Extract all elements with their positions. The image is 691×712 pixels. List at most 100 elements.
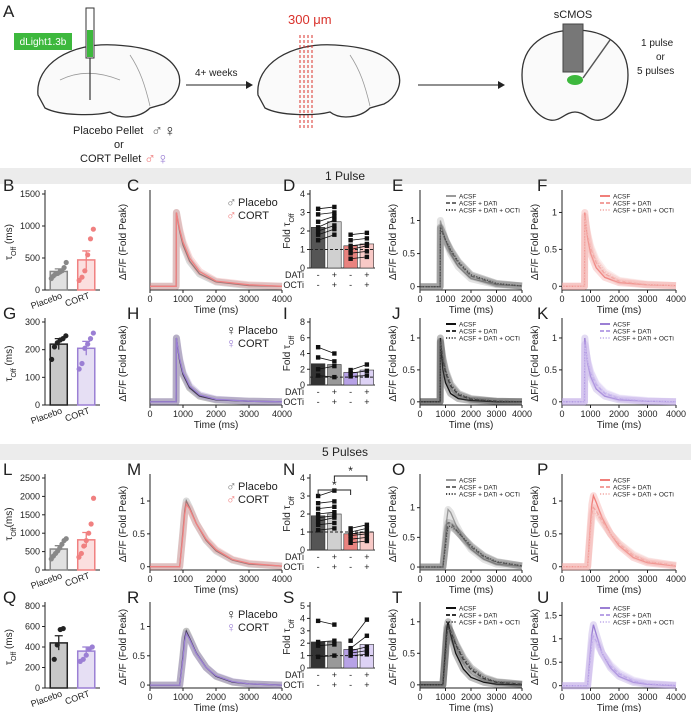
pair-connector <box>350 531 367 535</box>
data-point <box>332 217 337 223</box>
data-point <box>83 652 89 658</box>
y-axis-label: ΔF/F (Fold Peak) <box>118 486 129 562</box>
legend-label: ACSF + DATi + OCTi <box>459 492 520 499</box>
x-tick-label: 2000 <box>206 294 226 304</box>
row-sign: + <box>332 397 337 407</box>
data-point <box>348 232 353 237</box>
legend-label: ACSF + DATi + OCTi <box>613 492 674 499</box>
data-point <box>364 241 370 247</box>
x-tick-label: 3000 <box>239 409 259 419</box>
y-axis-label: Fold τOff <box>282 496 296 531</box>
trace-band <box>420 522 523 571</box>
trace <box>562 345 677 403</box>
data-point <box>364 535 370 540</box>
y-tick-label: 1 <box>410 215 415 225</box>
pair-connector <box>318 375 335 378</box>
data-point <box>348 648 353 653</box>
x-tick-label: 1000 <box>580 409 600 419</box>
x-tick-label: CORT <box>64 570 92 588</box>
trace <box>420 342 523 403</box>
x-tick-label: 1000 <box>173 692 193 702</box>
data-point <box>86 530 92 536</box>
x-axis-label: Time (ms) <box>194 585 239 596</box>
data-point <box>87 236 94 242</box>
y-axis-label-part: Off <box>289 336 296 345</box>
y-tick-label: 1 <box>300 527 305 537</box>
panel-letter: C <box>127 176 139 195</box>
y-tick-label: 5 <box>300 601 305 611</box>
x-tick-label: 1000 <box>173 294 193 304</box>
pair-connector <box>317 215 335 223</box>
trace-band <box>420 224 523 291</box>
pair-connector <box>318 515 335 518</box>
camera <box>562 23 584 73</box>
panel-letter: G <box>3 304 16 323</box>
data-point <box>348 526 353 531</box>
x-tick-label: 3000 <box>637 692 657 702</box>
row-label: OCTi <box>283 680 304 690</box>
x-tick-label: CORT <box>64 405 92 423</box>
data-point <box>82 268 88 274</box>
x-axis-label: Time (ms) <box>449 585 494 596</box>
x-tick-label: 1000 <box>435 294 455 304</box>
pellet-label: CORT Pellet <box>80 153 141 165</box>
row-sign: - <box>317 552 320 562</box>
row-label: OCTi <box>283 280 304 290</box>
x-tick-label: 3000 <box>637 574 657 584</box>
pair-connector <box>317 219 335 228</box>
data-point <box>348 247 353 252</box>
panel-letter: R <box>127 588 139 607</box>
legend-symbol: ♂ <box>226 478 237 494</box>
y-tick-label: 100 <box>25 372 40 382</box>
data-point <box>332 374 337 380</box>
legend-label: Placebo <box>238 325 278 337</box>
data-point <box>348 529 353 535</box>
trace <box>562 493 677 568</box>
data-point <box>332 642 337 647</box>
pair-connector <box>350 537 367 540</box>
y-tick-label: 0.5 <box>402 249 415 259</box>
x-tick-label: 4000 <box>272 574 292 584</box>
data-point <box>348 238 353 243</box>
x-tick-label: 2000 <box>461 692 481 702</box>
trace <box>562 218 677 287</box>
trace <box>150 212 283 287</box>
y-tick-label: 0 <box>552 562 557 572</box>
legend-symbol: ♀ <box>226 322 237 338</box>
legend-label: ACSF <box>459 606 476 613</box>
x-tick-label: 4000 <box>512 574 532 584</box>
data-point <box>332 622 337 627</box>
y-tick-label: 0.5 <box>132 651 145 661</box>
x-axis-label: Time (ms) <box>194 420 239 431</box>
x-tick-label: 2000 <box>461 409 481 419</box>
pair-connector <box>318 511 335 515</box>
data-point <box>89 644 95 650</box>
pair-connector <box>317 346 335 354</box>
data-point <box>80 656 86 662</box>
y-tick-label: 0.5 <box>402 532 415 542</box>
pair-connector <box>350 650 367 654</box>
trace-band <box>562 334 677 406</box>
legend-symbol: ♀ <box>226 619 237 635</box>
x-tick-label: 4000 <box>512 294 532 304</box>
legend-label: ACSF <box>459 322 476 329</box>
y-tick-label: 3 <box>300 208 305 218</box>
sensor-label: dLight1.3b <box>20 37 67 48</box>
y-axis-label: ΔF/F (Fold Peak) <box>388 204 399 280</box>
data-point <box>348 367 353 373</box>
data-point <box>90 226 96 232</box>
y-tick-label: 2 <box>300 226 305 236</box>
data-point <box>85 341 91 347</box>
slice-label: 300 μm <box>288 12 332 27</box>
y-axis-label-part: (ms) <box>4 507 15 527</box>
y-tick-label: 1 <box>410 333 415 343</box>
x-tick-label: 1000 <box>580 692 600 702</box>
data-point <box>332 223 337 228</box>
data-point <box>348 645 353 651</box>
trace <box>420 337 522 403</box>
trace <box>420 228 523 288</box>
trace <box>420 525 523 568</box>
data-point <box>364 617 370 622</box>
y-axis-label-part: Fold τ <box>282 345 293 371</box>
